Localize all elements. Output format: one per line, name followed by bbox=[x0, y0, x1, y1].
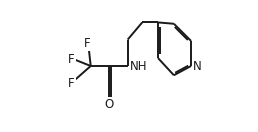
Text: F: F bbox=[68, 53, 75, 66]
Text: O: O bbox=[104, 98, 114, 111]
Text: N: N bbox=[193, 60, 202, 72]
Text: F: F bbox=[68, 77, 75, 90]
Text: NH: NH bbox=[130, 60, 147, 72]
Text: F: F bbox=[84, 37, 91, 50]
